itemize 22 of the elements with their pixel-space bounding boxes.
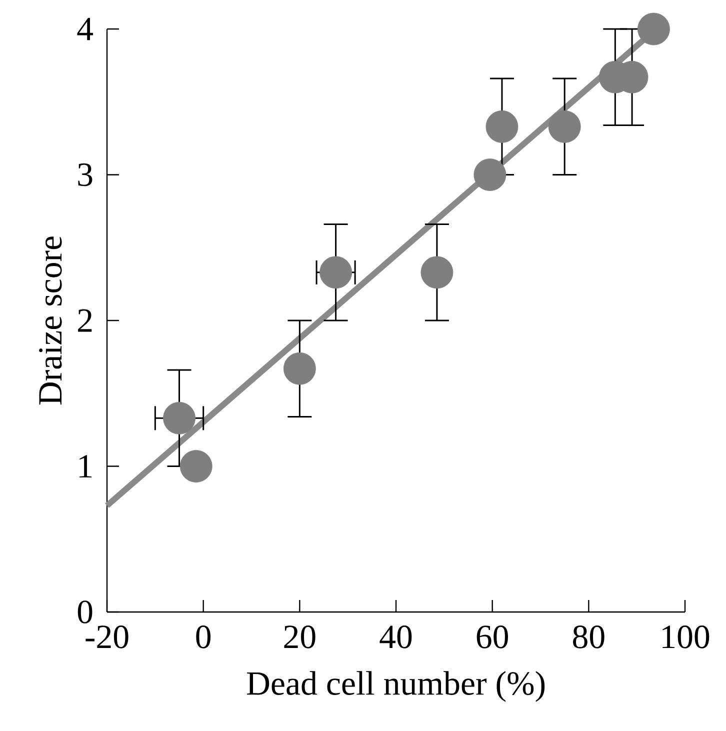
x-tick-label: 60 (476, 625, 508, 648)
x-tick-label: 80 (573, 625, 604, 648)
y-tick-label: 1 (80, 455, 92, 478)
y-tick-label: 3 (78, 163, 92, 186)
y-tick-label: 2 (78, 309, 92, 332)
point (637, 12, 670, 46)
x-tick-label: 100 (662, 625, 710, 648)
x-tick-label: 20 (284, 625, 316, 648)
point (474, 158, 506, 191)
x-tick-label: -20 (86, 625, 128, 648)
point (548, 110, 581, 143)
point (180, 450, 212, 482)
x-tick-label: 0 (196, 625, 211, 648)
x-tick-label: 40 (380, 625, 412, 648)
point (163, 402, 196, 434)
x-axis-title: Dead cell number (%) (246, 671, 545, 702)
point (486, 110, 518, 143)
y-axis-title: Draize score (39, 236, 62, 405)
point (420, 256, 454, 289)
point (283, 352, 316, 385)
y-tick-label: 0 (78, 600, 92, 624)
y-tick-label: 4 (77, 18, 93, 40)
